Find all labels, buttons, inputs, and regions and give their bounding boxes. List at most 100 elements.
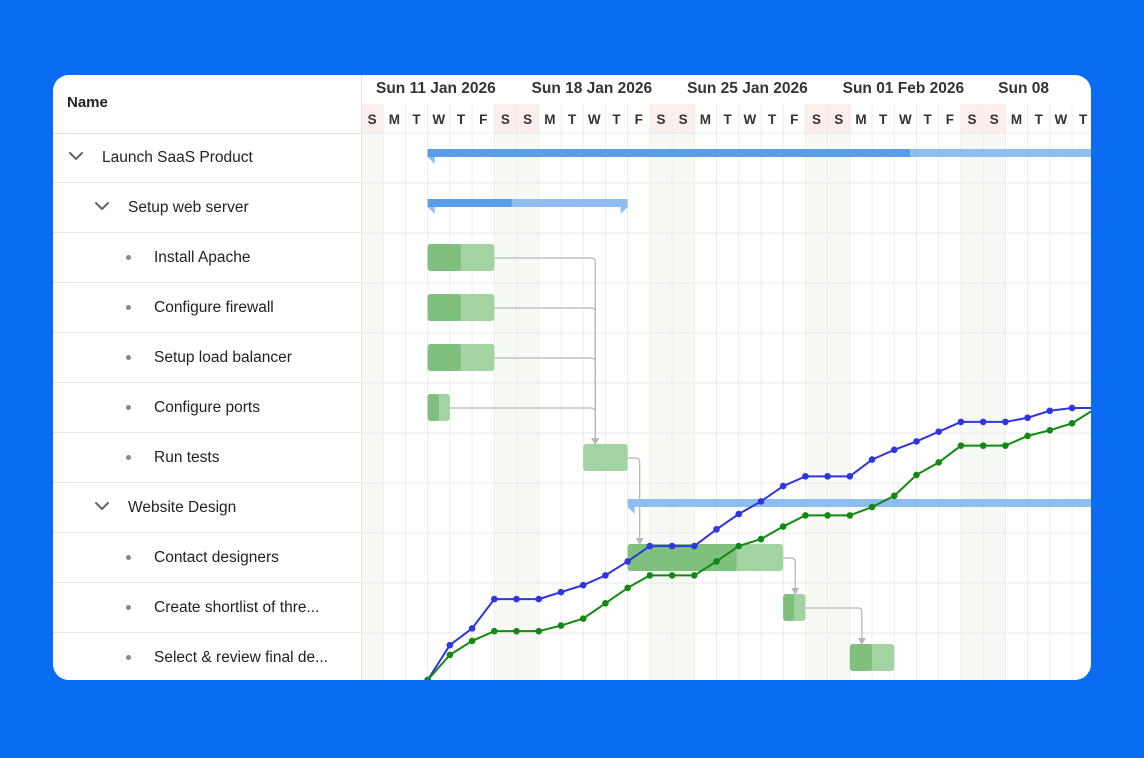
- day-letter: S: [501, 112, 510, 127]
- bullet-icon: [126, 305, 131, 310]
- tree-row-run-tests[interactable]: Run tests: [53, 433, 361, 483]
- series-point: [913, 471, 920, 479]
- day-letter: W: [588, 112, 601, 127]
- tree-row-configure-firewall[interactable]: Configure firewall: [53, 283, 361, 333]
- timeline-canvas[interactable]: Sun 11 Jan 2026 Sun 18 Jan 2026 Sun 25 Jan…: [361, 75, 1091, 680]
- task-progress: [783, 594, 795, 621]
- task-name-label: Setup load balancer: [154, 349, 292, 366]
- series-point: [802, 512, 809, 519]
- series-point: [1046, 426, 1054, 434]
- tree-row-setup-load-balancer[interactable]: Setup load balancer: [53, 333, 361, 383]
- task-name-label: Launch SaaS Product: [102, 149, 253, 166]
- task-progress: [427, 344, 461, 371]
- series-point: [513, 595, 520, 603]
- weekend-column: [494, 133, 517, 680]
- day-letter: T: [412, 112, 421, 127]
- series-point: [824, 512, 831, 519]
- series-point: [624, 584, 631, 592]
- day-letter: F: [479, 112, 487, 127]
- name-column-header[interactable]: Name: [53, 75, 361, 134]
- dependency-line: [805, 607, 863, 639]
- day-letter: S: [523, 112, 532, 127]
- tree-row-create-shortlist-of-thre[interactable]: Create shortlist of thre...: [53, 583, 361, 633]
- series-point: [1068, 404, 1076, 412]
- weekend-column: [516, 133, 539, 680]
- task-tree-panel: Name Launch SaaS Product Setup web server…: [53, 75, 362, 680]
- chevron-down-icon[interactable]: [93, 197, 111, 215]
- series-point: [468, 637, 476, 645]
- week-label: Sun 18 Jan 2026: [532, 80, 653, 97]
- bullet-icon: [126, 405, 131, 410]
- gantt-card: Name Launch SaaS Product Setup web server…: [53, 75, 1091, 680]
- week-label: Sun 08: [998, 80, 1049, 97]
- tree-row-setup-web-server[interactable]: Setup web server: [53, 183, 361, 233]
- day-letter: M: [389, 112, 400, 127]
- series-point: [979, 418, 987, 426]
- task-name-label: Create shortlist of thre...: [154, 599, 320, 616]
- series-point: [513, 627, 520, 635]
- day-letter: S: [812, 112, 821, 127]
- summary-progress: [427, 149, 910, 157]
- day-letter: F: [790, 112, 798, 127]
- series-point: [624, 558, 631, 565]
- timeline-panel[interactable]: Sun 11 Jan 2026 Sun 18 Jan 2026 Sun 25 Jan…: [361, 75, 1091, 680]
- series-point: [691, 542, 698, 550]
- weekend-header-cell: [516, 104, 539, 133]
- tree-row-configure-ports[interactable]: Configure ports: [53, 383, 361, 433]
- tree-row-install-apache[interactable]: Install Apache: [53, 233, 361, 283]
- day-letter: S: [656, 112, 665, 127]
- series-point: [779, 523, 787, 530]
- series-point: [713, 558, 720, 565]
- series-point: [735, 542, 743, 550]
- series-point: [557, 588, 565, 596]
- weekend-column: [983, 133, 1006, 680]
- weekend-header-cell: [649, 104, 673, 133]
- tree-row-website-design[interactable]: Website Design: [53, 483, 361, 533]
- series-point: [1002, 418, 1009, 426]
- task-progress: [427, 294, 461, 321]
- tree-row-select-review-final-de[interactable]: Select & review final de...: [53, 633, 361, 680]
- series-point: [779, 482, 787, 490]
- weekend-header-cell: [805, 104, 828, 133]
- day-letter: F: [635, 112, 643, 127]
- timeline-background: [361, 104, 1091, 680]
- week-label: Sun 01 Feb 2026: [843, 80, 965, 97]
- tree-row-launch-saas-product[interactable]: Launch SaaS Product: [53, 133, 361, 183]
- task-name-label: Contact designers: [154, 549, 279, 566]
- day-letter: W: [432, 112, 445, 127]
- series-point: [691, 572, 698, 579]
- series-point: [468, 625, 476, 632]
- day-letter: S: [834, 112, 843, 127]
- day-letter: W: [743, 112, 756, 127]
- weekend-column: [960, 133, 984, 680]
- dependency-lines: [449, 257, 866, 645]
- weekend-column: [649, 133, 673, 680]
- day-letter: S: [679, 112, 688, 127]
- series-point: [491, 595, 498, 603]
- series-point: [1024, 432, 1031, 440]
- weekend-header-cell: [672, 104, 695, 133]
- day-letter: T: [768, 112, 777, 127]
- chevron-down-icon[interactable]: [67, 147, 85, 165]
- task-name-label: Configure ports: [154, 399, 260, 416]
- bullet-icon: [126, 605, 131, 610]
- dependency-line: [494, 357, 596, 439]
- task-bar[interactable]: [583, 444, 628, 471]
- series-point: [735, 510, 743, 518]
- task-progress: [627, 544, 737, 571]
- series-point: [491, 627, 498, 635]
- series-point: [890, 446, 898, 454]
- chevron-down-icon[interactable]: [93, 497, 111, 515]
- dependency-arrow-icon: [635, 538, 644, 545]
- dependency-line: [494, 307, 596, 439]
- tree-row-contact-designers[interactable]: Contact designers: [53, 533, 361, 583]
- task-name-label: Configure firewall: [154, 299, 274, 316]
- task-progress: [427, 394, 439, 421]
- series-point: [602, 572, 609, 579]
- series-point: [579, 581, 587, 589]
- series-point: [824, 473, 831, 480]
- day-letter: M: [544, 112, 555, 127]
- summary-bar[interactable]: [627, 499, 1091, 514]
- dependency-arrow-icon: [791, 588, 800, 595]
- day-letter: T: [1079, 112, 1088, 127]
